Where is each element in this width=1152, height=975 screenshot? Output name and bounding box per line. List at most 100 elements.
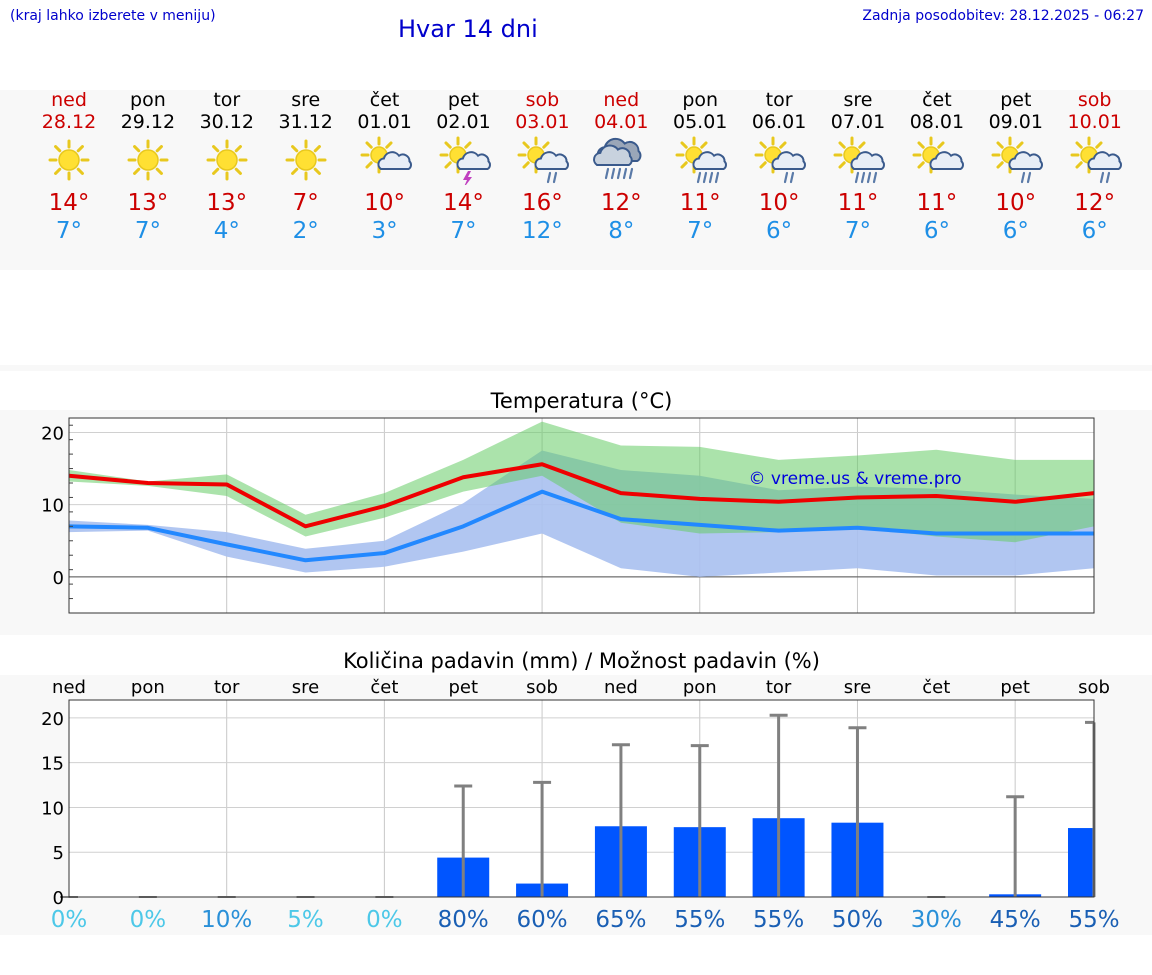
day-column: ned 28.12 14° 7°: [29, 89, 109, 245]
plot-frame: [68, 699, 1095, 898]
x-tick-label: tor: [214, 677, 240, 698]
x-tick-label: ned: [604, 677, 638, 698]
plot-area: [69, 700, 1094, 897]
day-date: 01.01: [357, 111, 412, 133]
x-tick-label: sob: [1078, 677, 1110, 698]
max-temp: 14°: [443, 190, 484, 216]
precip-probability: 0%: [51, 907, 88, 933]
day-name: pet: [447, 89, 480, 111]
min-temp: 12°: [522, 218, 563, 244]
precip-probability: 50%: [832, 907, 883, 933]
day-name: čet: [369, 89, 400, 111]
max-temp: 7°: [292, 190, 319, 216]
plot-frame: [68, 417, 1095, 614]
y-tick-label: 10: [41, 798, 64, 819]
precip-probability: 55%: [753, 907, 804, 933]
min-temp: 6°: [1002, 218, 1029, 244]
day-column: pet 02.01 14° 7°: [424, 89, 504, 245]
min-temp: 3°: [371, 218, 398, 244]
max-temp: 11°: [916, 190, 958, 216]
day-date: 28.12: [41, 111, 97, 133]
precip-bar: [1068, 828, 1094, 897]
temperature-chart: Temperatura (°C) 0 10 20 © vreme.us & vreme.…: [41, 389, 1095, 614]
day-column: sob 10.01 12° 6°: [1055, 89, 1135, 245]
min-temp: 7°: [687, 218, 714, 244]
sun-cloud-heavy-rain-icon: [675, 136, 728, 184]
day-date: 03.01: [515, 111, 570, 133]
min-temp: 6°: [923, 218, 950, 244]
max-temp: 12°: [1074, 190, 1116, 216]
watermark: © vreme.us & vreme.pro: [748, 469, 961, 489]
sun-cloud-icon: [360, 136, 412, 174]
max-temp: 11°: [679, 190, 721, 216]
day-date: 08.01: [909, 111, 965, 133]
min-temp: 2°: [292, 218, 319, 244]
min-temp: 4°: [213, 218, 240, 244]
precip-probability: 30%: [911, 907, 962, 933]
day-date: 09.01: [988, 111, 1043, 133]
y-tick-label: 0: [53, 888, 64, 909]
day-date: 30.12: [199, 111, 254, 133]
day-column: tor 30.12 13° 4°: [187, 89, 267, 245]
day-column: čet 01.01 10° 3°: [345, 89, 425, 245]
x-tick-label: sre: [292, 677, 319, 698]
day-date: 05.01: [672, 111, 728, 133]
x-tick-label: sob: [526, 677, 558, 698]
day-name: sre: [843, 89, 873, 111]
forecast-strip: [0, 90, 1152, 270]
last-update: Zadnja posodobitev: 28.12.2025 - 06:27: [862, 8, 1144, 24]
day-date: 02.01: [436, 111, 491, 133]
min-temp: 7°: [134, 218, 161, 244]
sun-icon: [48, 139, 90, 181]
day-name: tor: [765, 89, 793, 111]
day-name: ned: [603, 89, 640, 111]
divider-band: [0, 365, 1152, 371]
y-tick-label: 10: [41, 496, 64, 517]
y-tick-label: 15: [41, 754, 64, 775]
min-temp: 6°: [766, 218, 793, 244]
x-tick-label: ned: [52, 677, 86, 698]
day-name: sob: [1077, 89, 1112, 111]
day-name: pon: [682, 89, 719, 111]
day-column: pet 09.01 10° 6°: [976, 89, 1056, 245]
day-date: 29.12: [120, 111, 176, 133]
x-tick-label: pet: [448, 677, 478, 698]
x-tick-label: tor: [766, 677, 792, 698]
day-column: pon 29.12 13° 7°: [108, 89, 188, 245]
min-temp: 7°: [450, 218, 477, 244]
max-temp-range-band: [69, 421, 1094, 543]
precip-probability: 80%: [438, 907, 489, 933]
y-tick-label: 0: [53, 568, 64, 589]
x-tick-label: čet: [922, 677, 950, 698]
day-name: sre: [291, 89, 321, 111]
cloud-heavy-rain-icon: [593, 137, 642, 180]
max-temp: 11°: [837, 190, 879, 216]
x-tick-label: čet: [370, 677, 398, 698]
sun-cloud-heavy-rain-icon: [833, 136, 885, 184]
chart-title: Količina padavin (mm) / Možnost padavin …: [343, 649, 820, 673]
page-title: Hvar 14 dni: [398, 15, 538, 43]
day-column: sob 03.01 16° 12°: [502, 89, 582, 245]
day-column: sre 31.12 7° 2°: [266, 89, 346, 245]
sun-cloud-rain-icon: [991, 136, 1043, 184]
max-temp: 10°: [364, 190, 405, 216]
precip-probability: 45%: [990, 907, 1041, 933]
day-date: 07.01: [830, 111, 886, 133]
day-name: pon: [130, 89, 166, 111]
min-temp-range-band: [69, 450, 1094, 577]
location-hint: (kraj lahko izberete v meniju): [10, 8, 216, 24]
day-date: 04.01: [594, 111, 649, 133]
precip-probability: 0%: [130, 907, 167, 933]
day-name: sob: [525, 89, 560, 111]
min-temp: 7°: [55, 218, 83, 244]
sun-cloud-rain-icon: [1070, 136, 1122, 184]
chart-title: Temperatura (°C): [490, 389, 673, 413]
sun-cloud-icon: [912, 136, 964, 174]
day-name: ned: [51, 89, 87, 111]
sun-thunder-icon: [439, 136, 491, 185]
precip-probability: 55%: [674, 907, 725, 933]
max-temp: 10°: [758, 190, 800, 216]
precip-probability: 55%: [1068, 907, 1119, 933]
day-name: tor: [213, 89, 241, 111]
y-tick-label: 5: [53, 843, 64, 864]
